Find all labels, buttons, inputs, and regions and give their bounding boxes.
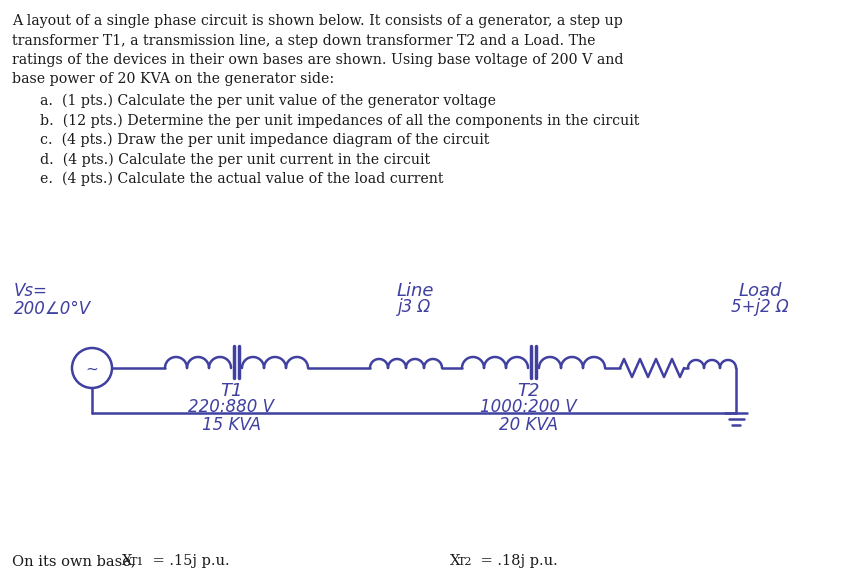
Text: X: X: [122, 554, 132, 568]
Text: T1: T1: [220, 382, 243, 400]
Text: Vs=: Vs=: [14, 282, 48, 300]
Text: 1000:200 V: 1000:200 V: [480, 398, 577, 416]
Text: On its own base,: On its own base,: [12, 554, 145, 568]
Text: b.  (12 pts.) Determine the per unit impedances of all the components in the cir: b. (12 pts.) Determine the per unit impe…: [40, 113, 639, 128]
Text: ~: ~: [86, 361, 98, 376]
Text: 15 KVA: 15 KVA: [202, 416, 261, 434]
Text: 220:880 V: 220:880 V: [188, 398, 275, 416]
Text: Load: Load: [739, 282, 782, 300]
Text: e.  (4 pts.) Calculate the actual value of the load current: e. (4 pts.) Calculate the actual value o…: [40, 172, 443, 187]
Text: T1: T1: [130, 557, 144, 567]
Text: A layout of a single phase circuit is shown below. It consists of a generator, a: A layout of a single phase circuit is sh…: [12, 14, 623, 28]
Text: T2: T2: [458, 557, 473, 567]
Text: transformer T1, a transmission line, a step down transformer T2 and a Load. The: transformer T1, a transmission line, a s…: [12, 34, 595, 48]
Text: X: X: [450, 554, 461, 568]
Text: = .15j p.u.: = .15j p.u.: [148, 554, 230, 568]
Text: a.  (1 pts.) Calculate the per unit value of the generator voltage: a. (1 pts.) Calculate the per unit value…: [40, 94, 496, 109]
Text: c.  (4 pts.) Draw the per unit impedance diagram of the circuit: c. (4 pts.) Draw the per unit impedance …: [40, 133, 489, 148]
Text: base power of 20 KVA on the generator side:: base power of 20 KVA on the generator si…: [12, 73, 334, 87]
Text: T2: T2: [518, 382, 540, 400]
Text: = .18j p.u.: = .18j p.u.: [476, 554, 558, 568]
Text: d.  (4 pts.) Calculate the per unit current in the circuit: d. (4 pts.) Calculate the per unit curre…: [40, 152, 430, 167]
Text: 200∠0°V: 200∠0°V: [14, 300, 91, 318]
Text: ratings of the devices in their own bases are shown. Using base voltage of 200 V: ratings of the devices in their own base…: [12, 53, 624, 67]
Text: 20 KVA: 20 KVA: [499, 416, 558, 434]
Text: j3 Ω: j3 Ω: [398, 298, 432, 316]
Text: 5+j2 Ω: 5+j2 Ω: [731, 298, 789, 316]
Text: Line: Line: [397, 282, 434, 300]
